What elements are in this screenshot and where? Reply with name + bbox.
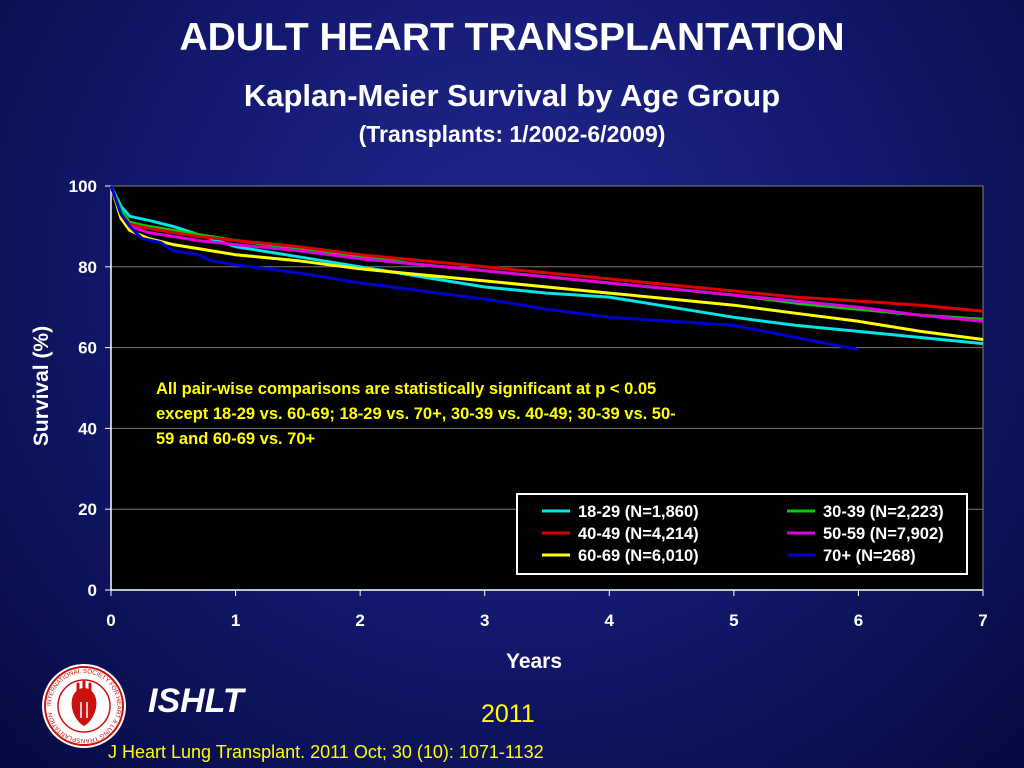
citation: J Heart Lung Transplant. 2011 Oct; 30 (1… [108, 742, 544, 762]
series-line-6 [109, 185, 859, 352]
y-tick-label: 100 [69, 177, 97, 196]
y-axis-label: Survival (%) [30, 326, 53, 446]
x-tick-label: 4 [605, 611, 615, 630]
x-tick-label: 3 [480, 611, 489, 630]
x-tick-label: 0 [106, 611, 115, 630]
slide-date-range: (Transplants: 1/2002-6/2009) [358, 121, 666, 147]
legend-box [516, 493, 968, 575]
x-tick-label: 1 [231, 611, 240, 630]
x-axis-label: Years [506, 650, 562, 673]
y-tick-label: 80 [78, 258, 97, 277]
y-tick-label: 60 [78, 339, 97, 358]
legend-label-3: 40-49 (N=4,214) [578, 525, 699, 543]
series-line-3 [109, 185, 984, 313]
legend-label-6: 70+ (N=268) [823, 547, 916, 565]
year-label: 2011 [481, 700, 535, 728]
x-tick-label: 6 [854, 611, 863, 630]
legend-label-4: 50-59 (N=7,902) [823, 525, 944, 543]
x-tick-label: 7 [978, 611, 987, 630]
annotation-line: All pair-wise comparisons are statistica… [156, 380, 656, 398]
significance-annotation: All pair-wise comparisons are statistica… [156, 380, 676, 448]
slide-title: ADULT HEART TRANSPLANTATION [179, 16, 845, 59]
y-tick-label: 40 [78, 419, 97, 438]
y-tick-label: 20 [78, 500, 97, 519]
org-name: ISHLT [148, 682, 244, 720]
legend-label-1: 18-29 (N=1,860) [578, 503, 699, 521]
x-tick-label: 5 [729, 611, 738, 630]
annotation-line: except 18-29 vs. 60-69; 18-29 vs. 70+, 3… [156, 405, 676, 423]
y-tick-label: 0 [88, 581, 97, 600]
series-line-1 [109, 185, 984, 346]
legend-label-5: 60-69 (N=6,010) [578, 547, 699, 565]
legend-label-2: 30-39 (N=2,223) [823, 503, 944, 521]
x-tick-label: 2 [355, 611, 364, 630]
ishlt-logo-icon: INTERNATIONAL SOCIETY FOR HEART & LUNG T… [42, 664, 126, 748]
annotation-line: 59 and 60-69 vs. 70+ [156, 430, 315, 448]
series-line-4 [109, 185, 984, 323]
slide-subtitle: Kaplan-Meier Survival by Age Group [243, 78, 781, 113]
